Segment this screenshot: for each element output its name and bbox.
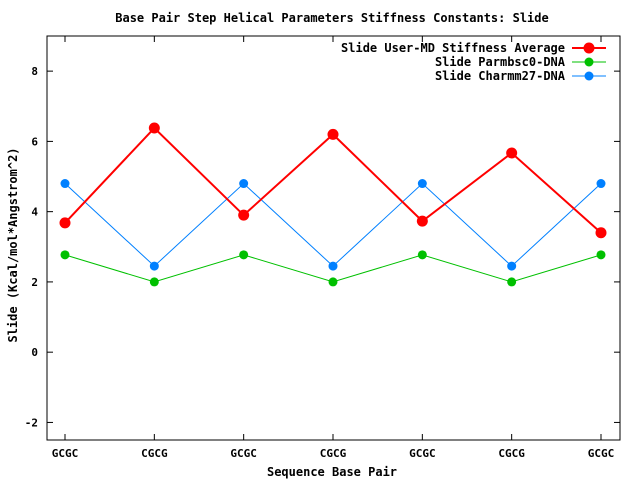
x-tick-label: GCGC <box>230 447 257 460</box>
data-point <box>417 250 427 260</box>
x-tick-label: GCGC <box>588 447 615 460</box>
data-point <box>417 179 427 189</box>
data-point <box>328 261 338 271</box>
data-point <box>149 261 159 271</box>
legend-label: Slide Parmbsc0-DNA <box>435 55 566 69</box>
chart-title: Base Pair Step Helical Parameters Stiffn… <box>115 11 548 25</box>
data-point <box>507 277 517 287</box>
legend-label: Slide Charmm27-DNA <box>435 69 566 83</box>
x-tick-label: GCGC <box>409 447 436 460</box>
legend-label: Slide User-MD Stiffness Average <box>341 41 565 55</box>
x-tick-label: GCGC <box>52 447 79 460</box>
y-axis-label: Slide (Kcal/mol*Angstrom^2) <box>6 147 20 342</box>
legend-swatch-marker <box>584 71 594 81</box>
y-tick-label: 4 <box>31 206 38 219</box>
x-axis-label: Sequence Base Pair <box>267 465 397 479</box>
data-point <box>596 250 606 260</box>
y-tick-label: 2 <box>31 276 38 289</box>
series-2 <box>60 179 606 271</box>
legend-swatch-marker <box>584 57 594 67</box>
x-tick-label: CGCG <box>498 447 525 460</box>
x-tick-label: CGCG <box>141 447 168 460</box>
data-point <box>149 277 159 287</box>
legend-item: Slide Charmm27-DNA <box>435 69 606 83</box>
legend-item: Slide User-MD Stiffness Average <box>341 41 606 55</box>
data-point <box>60 250 70 260</box>
data-point <box>416 215 428 227</box>
data-point <box>148 122 160 134</box>
data-point <box>506 147 518 159</box>
legend-swatch-marker <box>583 42 595 54</box>
data-point <box>595 227 607 239</box>
data-point <box>60 179 70 189</box>
data-point <box>596 179 606 189</box>
x-tick-label: CGCG <box>320 447 347 460</box>
y-tick-label: 8 <box>31 65 38 78</box>
data-point <box>327 128 339 140</box>
data-point <box>239 250 249 260</box>
series-layer <box>59 122 607 287</box>
series-1 <box>60 250 606 287</box>
legend-item: Slide Parmbsc0-DNA <box>435 55 606 69</box>
data-point <box>507 261 517 271</box>
data-point <box>328 277 338 287</box>
y-tick-label: 6 <box>31 135 38 148</box>
data-point <box>59 217 71 229</box>
y-tick-label: -2 <box>25 416 38 429</box>
y-tick-label: 0 <box>31 346 38 359</box>
series-0 <box>59 122 607 239</box>
data-point <box>238 209 250 221</box>
axis-ticks: -2 0 2 4 6 8 GCGC CGCG GCGC CGCG GCGC CGCG GCGC <box>25 36 620 460</box>
data-point <box>239 179 249 189</box>
